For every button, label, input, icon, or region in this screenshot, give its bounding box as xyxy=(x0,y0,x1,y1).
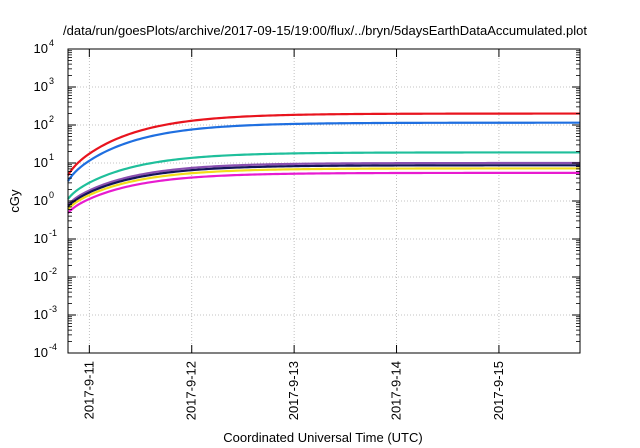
series-line-1 xyxy=(67,112,580,176)
y-tick-label: 10 xyxy=(34,345,48,360)
y-tick-label: 10 xyxy=(34,269,48,284)
y-tick-exponent: -3 xyxy=(49,304,57,314)
y-tick-exponent: 3 xyxy=(49,76,54,86)
y-tick-exponent: -1 xyxy=(49,228,57,238)
series-line-6 xyxy=(67,167,580,211)
y-tick-exponent: -2 xyxy=(49,266,57,276)
y-tick-label: 10 xyxy=(34,231,48,246)
x-axis-label: Coordinated Universal Time (UTC) xyxy=(223,430,422,445)
x-axis-ticks: 2017-9-11 2017-9-12 2017-9-13 2017-9-14 2017… xyxy=(81,49,506,420)
series-lines xyxy=(67,112,580,214)
series-line-4 xyxy=(67,161,580,206)
series-line-3 xyxy=(67,151,580,200)
series-line-7 xyxy=(67,171,580,214)
x-tick-label: 2017-9-13 xyxy=(286,361,301,420)
y-tick-label: 10 xyxy=(34,41,48,56)
y-tick-label: 10 xyxy=(34,307,48,322)
y-tick-label: 10 xyxy=(34,193,48,208)
y-tick-label: 10 xyxy=(34,117,48,132)
y-tick-exponent: 0 xyxy=(49,190,54,200)
x-tick-label: 2017-9-12 xyxy=(184,361,199,420)
y-tick-exponent: 2 xyxy=(49,114,54,124)
y-tick-exponent: 1 xyxy=(49,152,54,162)
y-axis-label: cGy xyxy=(7,189,22,213)
y-tick-label: 10 xyxy=(34,79,48,94)
x-tick-label: 2017-9-11 xyxy=(81,361,96,419)
series-line-5 xyxy=(67,164,580,208)
y-tick-exponent: 4 xyxy=(49,38,54,48)
chart-title: /data/run/goesPlots/archive/2017-09-15/1… xyxy=(63,23,587,38)
y-tick-label: 10 xyxy=(34,155,48,170)
gridlines xyxy=(68,49,580,353)
x-tick-label: 2017-9-15 xyxy=(491,361,506,420)
series-line-2 xyxy=(67,121,580,182)
x-tick-label: 2017-9-14 xyxy=(389,361,404,420)
y-tick-exponent: -4 xyxy=(49,342,57,352)
